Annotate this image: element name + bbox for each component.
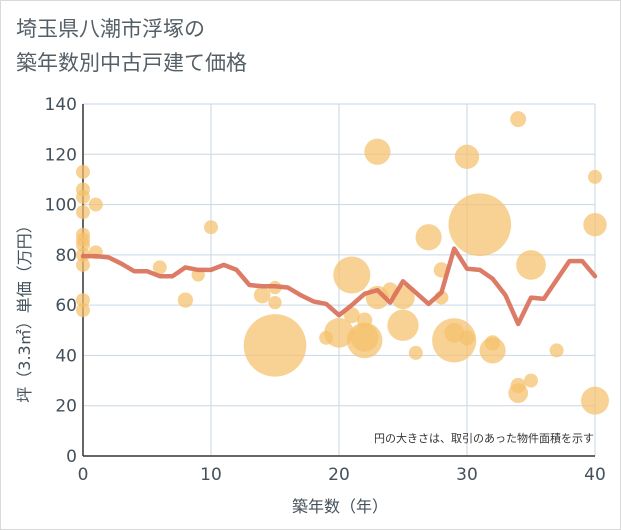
y-tick-label: 140: [45, 95, 77, 115]
data-bubble: [364, 138, 391, 165]
chart-title: 埼玉県八潮市浮塚の 築年数別中古戸建て価格: [16, 12, 247, 80]
data-bubble: [76, 303, 90, 318]
data-bubble: [76, 164, 90, 179]
data-bubble: [76, 190, 90, 205]
data-bubble: [524, 373, 538, 388]
data-bubble: [479, 337, 506, 364]
axes: [82, 104, 595, 457]
x-tick-label: 30: [456, 465, 478, 485]
y-axis-title: 坪（3.3㎡）単価（万円）: [15, 217, 34, 402]
chart-title-line-2: 築年数別中古戸建て価格: [16, 51, 247, 75]
data-bubble: [346, 322, 383, 359]
data-bubble: [76, 257, 90, 272]
y-tick-labels: 0 20 40 60 80 100 120 140: [45, 95, 77, 467]
bubble-series: [76, 111, 609, 415]
data-bubble: [253, 286, 271, 304]
data-bubble: [324, 317, 354, 348]
y-tick-label: 0: [66, 447, 77, 467]
data-bubble: [204, 220, 218, 235]
data-bubble: [243, 314, 307, 377]
y-tick-label: 80: [55, 246, 77, 266]
data-bubble: [454, 144, 480, 169]
data-bubble: [432, 318, 477, 363]
data-bubble: [508, 383, 529, 404]
data-bubble: [268, 295, 282, 310]
average-price-line: [80, 246, 598, 327]
y-tick-label: 40: [55, 346, 77, 366]
chart-title-line-1: 埼玉県八潮市浮塚の: [16, 17, 205, 41]
data-bubble: [177, 292, 194, 308]
y-tick-label: 120: [45, 145, 77, 165]
x-tick-labels: 0 10 20 30 40: [78, 465, 606, 485]
data-bubble: [333, 256, 371, 294]
data-bubble: [76, 237, 90, 252]
data-bubble: [549, 343, 564, 358]
data-bubble: [510, 111, 527, 128]
data-bubble: [415, 224, 442, 251]
data-bubble: [448, 193, 512, 256]
x-axis-title: 築年数（年）: [292, 497, 388, 516]
data-bubble: [581, 386, 609, 415]
data-bubble: [516, 250, 546, 280]
size-legend-note: 円の大きさは、取引のあった物件面積を示す: [374, 431, 594, 445]
data-bubble: [152, 260, 167, 275]
data-bubble: [343, 307, 360, 324]
data-bubble: [583, 212, 607, 237]
data-bubble: [387, 309, 419, 341]
x-tick-label: 10: [200, 465, 222, 485]
y-tick-label: 100: [45, 196, 77, 216]
y-tick-label: 20: [55, 397, 77, 417]
x-tick-label: 20: [328, 465, 350, 485]
data-bubble: [76, 205, 90, 220]
data-bubble: [408, 345, 423, 360]
data-bubble: [459, 330, 475, 346]
x-tick-label: 0: [78, 465, 89, 485]
data-bubble: [76, 293, 90, 308]
y-tick-label: 60: [55, 296, 77, 316]
average-line-series: [80, 246, 598, 327]
data-bubble: [88, 197, 103, 212]
x-tick-label: 40: [584, 465, 606, 485]
data-bubble: [588, 169, 602, 184]
